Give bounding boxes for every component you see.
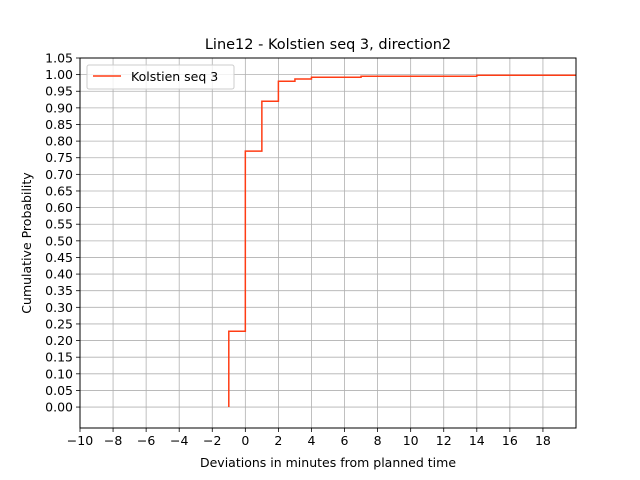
y-tick-label: 0.15 <box>45 350 73 365</box>
chart-title: Line12 - Kolstien seq 3, direction2 <box>205 37 451 53</box>
y-tick-label: 0.50 <box>45 233 73 248</box>
x-tick-label: 10 <box>403 433 419 448</box>
x-tick-label: 14 <box>469 433 485 448</box>
y-tick-label: 0.40 <box>45 267 73 282</box>
legend-box <box>86 64 235 90</box>
x-tick-label: 4 <box>307 433 315 448</box>
legend-label: Kolstien seq 3 <box>131 69 218 84</box>
x-tick-label: −8 <box>104 433 122 448</box>
y-axis-label: Cumulative Probability <box>19 172 34 314</box>
y-tick-label: 0.10 <box>45 366 73 381</box>
x-tick-label: 16 <box>502 433 518 448</box>
series-layer <box>228 74 576 408</box>
x-tick-label: 18 <box>535 433 551 448</box>
x-tick-label: −4 <box>170 433 188 448</box>
y-tick-label: 0.55 <box>45 217 73 232</box>
y-axis-ticks: 0.00 0.05 0.100.15 0.20 0.250.30 0.350.40 0.45… <box>45 51 80 415</box>
y-tick-label: 1.05 <box>45 51 73 66</box>
y-tick-label: 0.00 <box>45 400 73 415</box>
y-tick-label: 0.85 <box>45 117 73 132</box>
y-tick-label: 0.30 <box>45 300 73 315</box>
y-tick-label: 0.80 <box>45 134 73 149</box>
y-tick-label: 0.35 <box>45 283 73 298</box>
x-tick-label: −6 <box>137 433 155 448</box>
y-tick-label: 0.05 <box>45 383 73 398</box>
y-tick-label: 0.95 <box>45 84 73 99</box>
y-tick-label: 0.70 <box>45 167 73 182</box>
x-tick-label: −2 <box>203 433 221 448</box>
y-tick-label: 0.60 <box>45 200 73 215</box>
y-tick-label: 0.45 <box>45 250 73 265</box>
y-tick-label: 1.00 <box>45 67 73 82</box>
y-tick-label: 0.75 <box>45 150 73 165</box>
y-tick-label: 0.90 <box>45 100 73 115</box>
x-tick-label: 12 <box>436 433 452 448</box>
x-axis-ticks: −10 −8 −6 −4 −2 0 2 4 6 8 10 12 14 16 18 <box>67 428 551 448</box>
x-axis-label: Deviations in minutes from planned time <box>200 455 456 470</box>
series-line-kolstien-seq-3 <box>228 74 576 408</box>
x-tick-label: 2 <box>274 433 282 448</box>
y-tick-label: 0.65 <box>45 183 73 198</box>
x-tick-label: 8 <box>374 433 382 448</box>
x-tick-label: 6 <box>341 433 349 448</box>
x-tick-label: 0 <box>241 433 249 448</box>
axes-frame <box>79 57 577 429</box>
x-tick-label: −10 <box>67 433 93 448</box>
y-tick-label: 0.20 <box>45 333 73 348</box>
y-tick-label: 0.25 <box>45 316 73 331</box>
legend: Kolstien seq 3 <box>86 64 235 90</box>
